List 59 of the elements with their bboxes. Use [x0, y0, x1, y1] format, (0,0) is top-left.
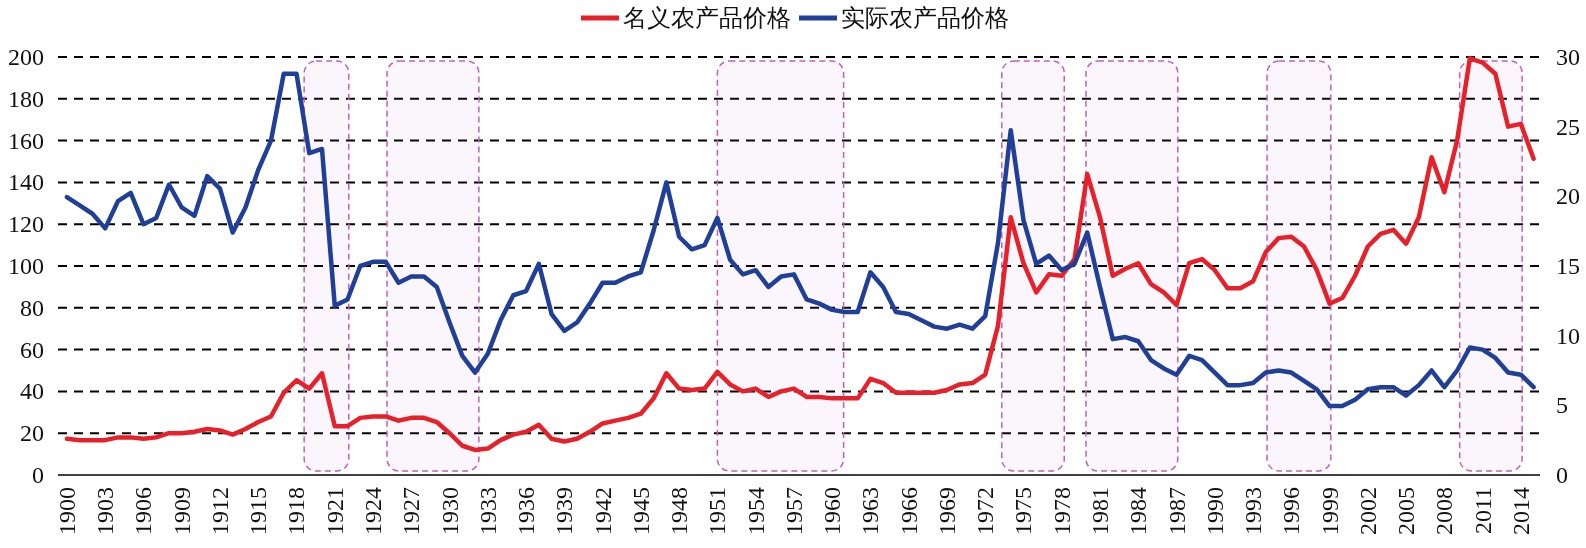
x-tick-label: 1981 [1086, 487, 1113, 535]
y2-tick-label: 5 [1556, 392, 1568, 419]
x-tick-label: 1927 [398, 487, 425, 535]
x-tick-label: 1975 [1010, 487, 1037, 535]
legend-label: 名义农产品价格 [623, 5, 791, 31]
y-tick-label: 80 [20, 294, 44, 321]
x-tick-label: 1993 [1240, 487, 1267, 535]
x-tick-label: 1957 [780, 487, 807, 535]
x-tick-label: 1921 [321, 487, 348, 535]
x-tick-label: 1972 [972, 487, 999, 535]
x-tick-label: 1930 [436, 487, 463, 535]
x-tick-label: 1960 [819, 487, 846, 535]
y-tick-label: 200 [8, 44, 44, 70]
y2-tick-label: 20 [1556, 183, 1580, 210]
x-tick-label: 1951 [704, 487, 731, 535]
y-tick-label: 20 [20, 420, 44, 447]
x-tick-label: 1999 [1316, 487, 1343, 535]
x-tick-label: 1963 [857, 487, 884, 535]
x-tick-label: 1900 [53, 487, 80, 535]
x-tick-label: 1936 [513, 487, 540, 535]
x-tick-label: 1990 [1201, 487, 1228, 535]
x-tick-label: 1939 [551, 487, 578, 535]
y2-tick-label: 0 [1556, 462, 1568, 488]
x-tick-label: 1948 [666, 487, 693, 535]
x-tick-label: 1915 [245, 487, 272, 535]
x-tick-label: 1906 [130, 487, 157, 535]
x-tick-label: 2008 [1431, 487, 1458, 535]
x-tick-label: 1996 [1278, 487, 1305, 535]
x-tick-label: 1942 [589, 487, 616, 535]
y-tick-label: 100 [8, 253, 44, 279]
legend-label: 实际农产品价格 [841, 5, 1009, 31]
x-tick-label: 1918 [283, 487, 310, 535]
x-tick-label: 2011 [1469, 487, 1496, 535]
y2-tick-label: 30 [1556, 44, 1580, 70]
x-tick-label: 1945 [627, 487, 654, 535]
y2-tick-label: 25 [1556, 113, 1580, 140]
x-tick-label: 1987 [1163, 487, 1190, 535]
y-tick-label: 40 [20, 378, 44, 405]
x-tick-label: 2014 [1507, 487, 1534, 535]
x-tick-label: 1978 [1048, 487, 1075, 535]
x-tick-label: 1984 [1125, 487, 1152, 535]
x-tick-label: 1924 [360, 487, 387, 535]
x-tick-label: 2002 [1354, 487, 1381, 535]
y2-tick-label: 15 [1556, 253, 1580, 279]
y-tick-label: 140 [8, 169, 44, 196]
x-tick-label: 1969 [933, 487, 960, 535]
y2-tick-label: 10 [1556, 322, 1580, 349]
x-tick-label: 1912 [206, 487, 233, 535]
y-tick-label: 60 [20, 336, 44, 363]
x-tick-label: 2005 [1393, 487, 1420, 535]
y-tick-label: 120 [8, 211, 44, 238]
x-tick-label: 1966 [895, 487, 922, 535]
x-tick-label: 1903 [92, 487, 119, 535]
y-tick-label: 160 [8, 127, 44, 154]
x-tick-label: 1933 [474, 487, 501, 535]
x-tick-label: 1954 [742, 487, 769, 535]
y-tick-label: 180 [8, 85, 44, 112]
y-tick-label: 0 [32, 462, 44, 488]
x-tick-label: 1909 [168, 487, 195, 535]
